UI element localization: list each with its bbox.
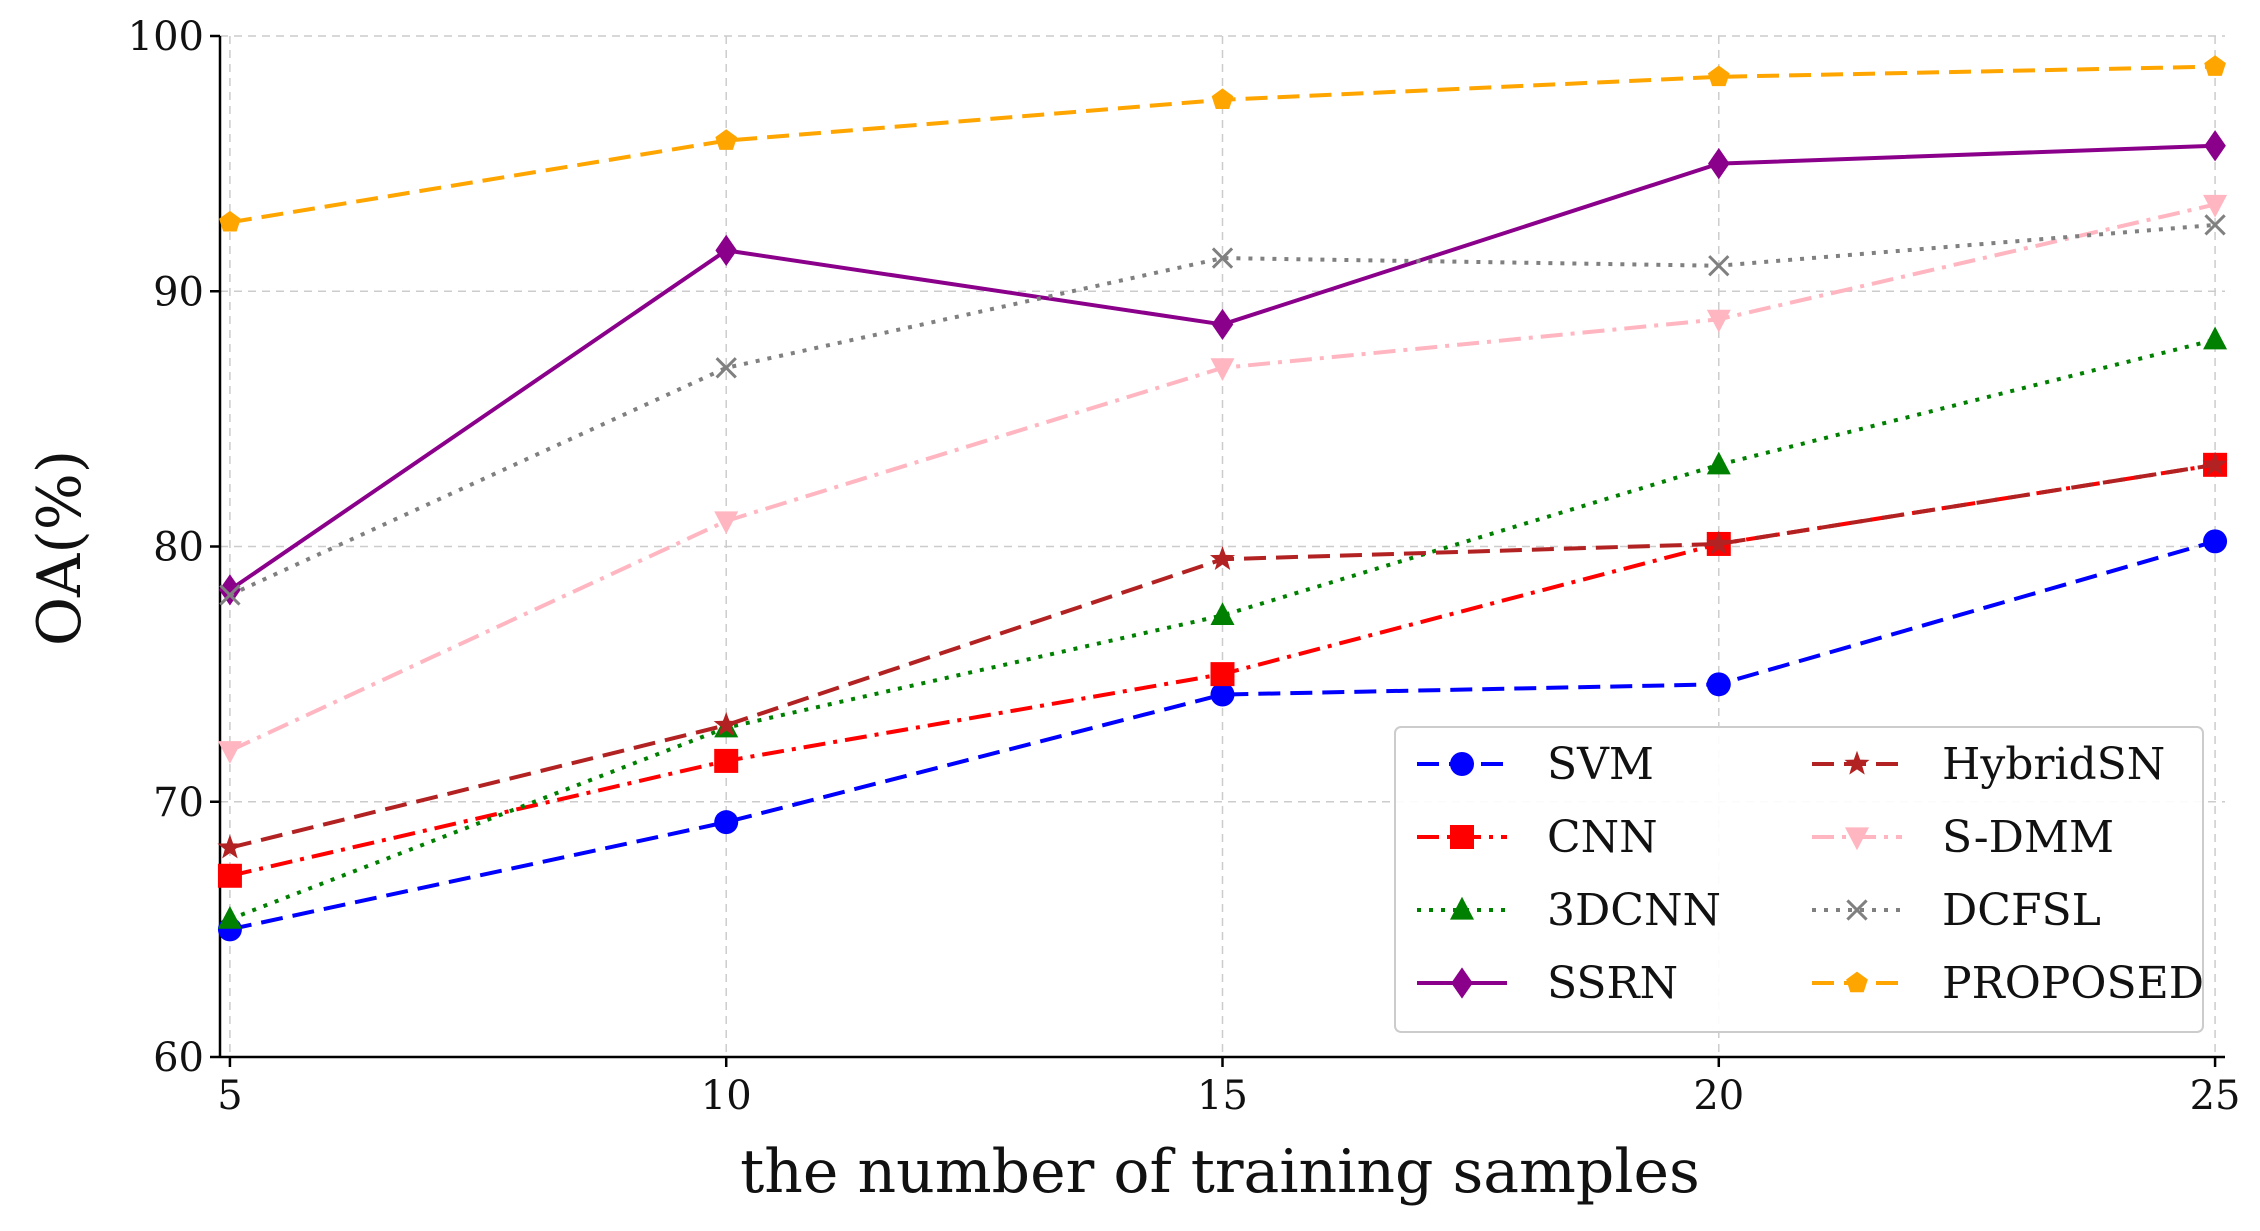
data-point-s-dmm	[1706, 309, 1731, 333]
data-point-hybridsn	[217, 834, 243, 859]
data-point-ssrn	[2204, 130, 2226, 162]
data-point-hybridsn	[1706, 530, 1732, 555]
data-point-dcfsl	[715, 357, 737, 379]
legend-item-3dcnn: 3DCNN	[1417, 885, 1721, 936]
legend-label-ssrn: SSRN	[1547, 958, 1678, 1009]
data-point-hybridsn	[1209, 546, 1236, 570]
data-point-s-dmm	[2203, 194, 2228, 218]
data-point-3dcnn	[1210, 602, 1235, 626]
legend-item-s-dmm: S-DMM	[1812, 812, 2114, 863]
data-point-3dcnn	[2203, 326, 2228, 350]
legend-label-cnn: CNN	[1547, 812, 1658, 863]
data-point-3dcnn	[1706, 451, 1731, 475]
legend-marker-3dcnn	[1450, 896, 1474, 920]
data-point-cnn	[1210, 662, 1235, 687]
data-point-svm	[2203, 529, 2228, 554]
data-point-svm	[1210, 682, 1235, 707]
data-point-3dcnn	[217, 905, 242, 929]
data-point-s-dmm	[1210, 358, 1235, 382]
x-marker-stroke	[715, 357, 737, 379]
x-tick-label: 15	[1197, 1073, 1248, 1119]
legend-item-proposed: PROPOSED	[1812, 958, 2204, 1009]
legend-marker-cnn	[1450, 825, 1474, 849]
legend-marker-proposed	[1846, 971, 1868, 993]
data-point-svm	[714, 810, 739, 835]
legend-marker-svm	[1450, 752, 1474, 776]
series-line-3dcnn	[229, 337, 2216, 922]
legend-marker-hybridsn	[1844, 750, 1870, 775]
legend-marker-s-dmm	[1845, 827, 1869, 851]
data-point-svm	[1706, 672, 1731, 697]
legend-label-proposed: PROPOSED	[1942, 958, 2204, 1009]
data-point-hybridsn	[713, 711, 739, 736]
legend-item-ssrn: SSRN	[1417, 958, 1678, 1009]
data-point-ssrn	[1211, 308, 1234, 341]
series-line-svm	[229, 539, 2216, 932]
y-tick-label: 80	[153, 525, 204, 571]
series-hybridsn	[217, 451, 2228, 859]
data-point-proposed	[1211, 88, 1234, 110]
series-ssrn	[219, 130, 2226, 606]
y-tick-label: 90	[153, 269, 204, 315]
x-marker-stroke	[1708, 255, 1730, 277]
series-proposed	[219, 55, 2226, 232]
x-tick-label: 5	[217, 1073, 242, 1119]
data-point-proposed	[1707, 65, 1730, 87]
data-point-proposed	[2204, 55, 2226, 76]
legend-item-cnn: CNN	[1417, 812, 1658, 863]
series-s-dmm	[217, 194, 2228, 764]
data-point-proposed	[219, 210, 241, 232]
y-axis-label: OA(%)	[25, 450, 95, 646]
y-tick-label: 70	[153, 780, 204, 826]
data-point-hybridsn	[2202, 451, 2228, 476]
legend-label-s-dmm: S-DMM	[1942, 812, 2114, 863]
data-point-s-dmm	[217, 741, 242, 764]
data-point-ssrn	[219, 574, 241, 606]
x-marker-stroke	[2204, 214, 2226, 236]
series-line-dcfsl	[229, 222, 2216, 597]
legend-item-dcfsl: DCFSL	[1812, 885, 2101, 936]
legend-label-3dcnn: 3DCNN	[1547, 885, 1721, 936]
data-point-ssrn	[715, 234, 738, 267]
data-point-cnn	[714, 748, 739, 773]
data-point-s-dmm	[714, 511, 739, 535]
data-point-proposed	[715, 129, 738, 150]
series-3dcnn	[217, 326, 2228, 929]
data-point-dcfsl	[219, 584, 241, 606]
data-point-dcfsl	[1211, 247, 1234, 269]
x-marker-stroke	[219, 584, 241, 606]
series-dcfsl	[219, 214, 2226, 606]
legend-item-svm: SVM	[1417, 739, 1654, 790]
x-tick-label: 25	[2190, 1073, 2241, 1119]
data-point-dcfsl	[1708, 255, 1730, 277]
x-axis-label: the number of training samples	[740, 1137, 1700, 1207]
data-point-ssrn	[1707, 148, 1730, 180]
series-layer	[217, 55, 2228, 942]
legend-label-svm: SVM	[1547, 739, 1654, 790]
legend-box	[1394, 726, 2204, 1033]
y-tick-label: 100	[128, 14, 204, 60]
legend: SVM CNN 3DCNN SSRN HybridSN S-DMM DCFSL PROPOSE…	[1394, 726, 2204, 1033]
data-point-cnn	[217, 863, 242, 888]
y-tick-label: 60	[153, 1035, 204, 1081]
legend-item-hybridsn: HybridSN	[1812, 739, 2165, 790]
x-marker-stroke	[1211, 247, 1234, 269]
legend-marker-dcfsl	[1846, 899, 1868, 921]
data-point-dcfsl	[2204, 214, 2226, 236]
legend-label-dcfsl: DCFSL	[1942, 885, 2101, 936]
legend-label-hybridsn: HybridSN	[1942, 739, 2165, 790]
x-tick-label: 20	[1693, 1073, 1744, 1119]
tick-labels: 5 10 15 20 25 60 70 80 90 100	[128, 14, 2241, 1119]
legend-marker-ssrn	[1451, 967, 1473, 999]
x-marker-stroke	[1846, 899, 1868, 921]
x-tick-label: 10	[701, 1073, 752, 1119]
